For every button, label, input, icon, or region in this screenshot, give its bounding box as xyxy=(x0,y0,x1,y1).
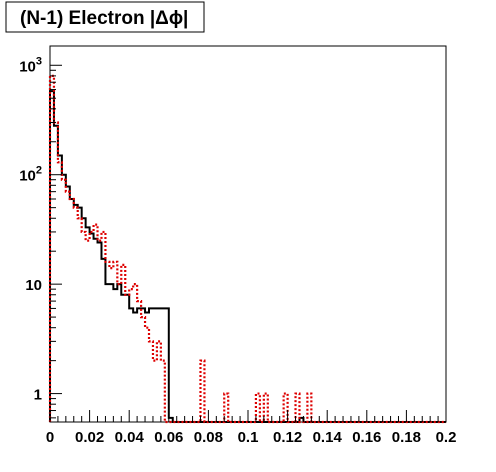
y-tick-label: 1 xyxy=(34,387,42,404)
x-tick-label: 0.12 xyxy=(273,429,302,446)
x-tick-label: 0.08 xyxy=(194,429,223,446)
y-tick-label: 10 xyxy=(25,277,42,294)
x-tick-label: 0.04 xyxy=(115,429,145,446)
x-tick-label: 0.18 xyxy=(392,429,421,446)
series-2-line xyxy=(48,74,446,424)
y-tick-label: 102 xyxy=(19,165,42,185)
x-tick-label: 0.2 xyxy=(436,429,457,446)
x-tick-label: 0.14 xyxy=(313,429,343,446)
x-axis: 0 0.02 0.04 0.06 0.08 0.1 0.12 0.14 0.16 0.18 0.2 xyxy=(46,410,457,446)
x-tick-label: 0.06 xyxy=(154,429,183,446)
x-tick-label: 0.02 xyxy=(75,429,104,446)
x-tick-label: 0.16 xyxy=(352,429,381,446)
series-layer xyxy=(48,74,446,424)
y-axis: 1 10 102 103 xyxy=(19,55,62,419)
y-tick-label: 103 xyxy=(19,55,42,75)
plot-frame xyxy=(49,45,447,423)
x-tick-label: 0 xyxy=(46,429,54,446)
x-tick-label: 0.1 xyxy=(238,429,259,446)
series-1-line xyxy=(49,90,446,423)
chart-title: (N-1) Electron |Δϕ| xyxy=(20,8,188,29)
title-box xyxy=(5,1,205,33)
